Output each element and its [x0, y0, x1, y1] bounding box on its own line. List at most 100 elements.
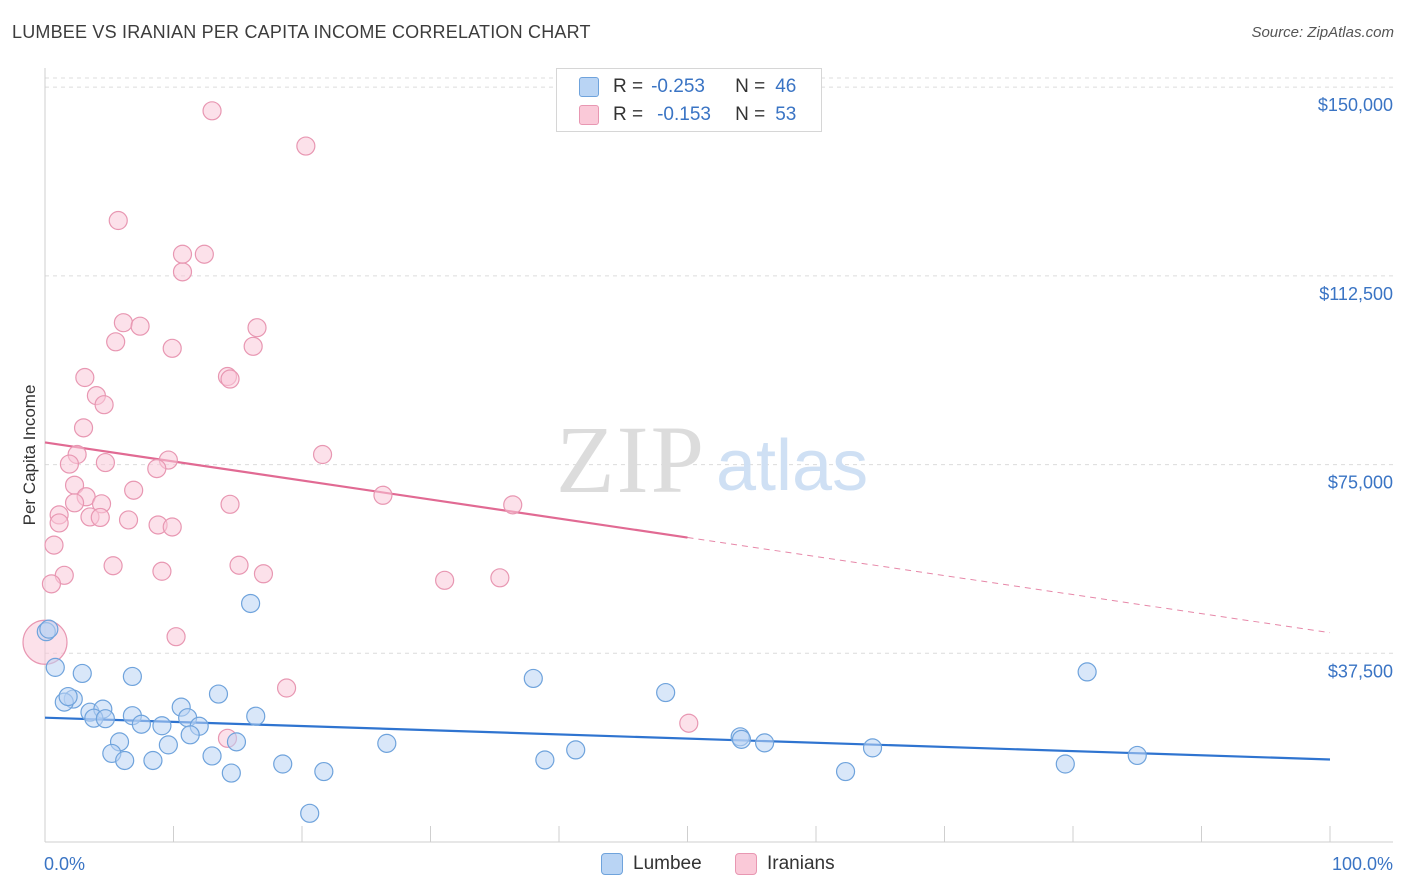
iranians-legend-swatch: [735, 853, 757, 875]
lumbee-point: [835, 761, 856, 782]
iranian-point: [49, 513, 69, 533]
lumbee-legend-label: Lumbee: [633, 853, 702, 874]
iranian-point: [220, 369, 240, 389]
lumbee-point: [862, 738, 883, 758]
iranian-point: [490, 568, 510, 588]
y-tick-label: $112,500: [1319, 284, 1393, 304]
iranian-point: [247, 318, 267, 338]
lumbee-point: [131, 714, 151, 734]
r-label: R =: [613, 104, 644, 125]
lumbee-point: [523, 668, 543, 689]
lumbee-point: [143, 750, 163, 771]
iranian-point: [172, 262, 193, 282]
iranian-point: [73, 418, 94, 438]
iranian-point: [59, 454, 80, 474]
iranian-point: [95, 452, 115, 473]
iranian-point: [276, 678, 297, 698]
iranian-point: [162, 517, 182, 537]
bottom-legend-iranians[interactable]: Iranians: [735, 852, 835, 876]
lumbee-point: [1077, 662, 1097, 682]
lumbee-point: [72, 663, 92, 684]
iranian-point: [253, 564, 274, 584]
lumbee-legend-swatch: [601, 853, 623, 875]
lumbee-point: [122, 666, 142, 687]
lumbee-point: [300, 803, 320, 823]
iranian-point: [103, 556, 123, 576]
iranian-point: [108, 210, 128, 231]
lumbee-points: [36, 593, 1147, 823]
iranian-trend-line: [44, 441, 1331, 634]
watermark-atlas: atlas: [716, 426, 868, 506]
lumbee-n-value: 46: [775, 76, 797, 97]
iranian-point: [124, 480, 144, 500]
iranian-point: [312, 444, 333, 465]
correlation-legend: R = -0.253 N = 46 R = -0.153 N = 53: [556, 68, 822, 132]
iranian-point: [243, 336, 263, 356]
lumbee-point: [656, 682, 676, 703]
iranians-r-value: -0.153: [657, 104, 711, 125]
y-tick-label: $37,500: [1328, 661, 1393, 681]
n-label: N =: [735, 104, 766, 125]
iranian-point: [296, 136, 316, 156]
iranians-n-value: 53: [775, 104, 797, 125]
iranian-point: [162, 338, 182, 358]
lumbee-point: [566, 740, 586, 760]
iranian-point: [166, 627, 186, 647]
iranian-point: [172, 244, 193, 264]
iranian-point: [152, 561, 172, 581]
source-label: Source: ZipAtlas.com: [1251, 24, 1394, 41]
lumbee-point: [208, 684, 229, 704]
iranian-point: [41, 574, 62, 594]
lumbee-point: [226, 732, 247, 752]
iranian-point: [130, 316, 150, 336]
lumbee-swatch: [579, 77, 599, 97]
lumbee-point: [152, 716, 172, 736]
iranian-point: [75, 367, 95, 388]
lumbee-point: [58, 686, 78, 707]
iranian-point: [90, 507, 110, 528]
lumbee-point: [115, 750, 135, 771]
lumbee-point: [202, 746, 222, 766]
iranian-point: [113, 313, 133, 333]
legend-row-lumbee: R = -0.253 N = 46: [579, 74, 796, 100]
lumbee-point: [754, 733, 775, 753]
lumbee-point: [273, 754, 293, 774]
bottom-legend-lumbee[interactable]: Lumbee: [601, 852, 702, 876]
iranian-point: [106, 332, 126, 352]
lumbee-point: [158, 735, 178, 755]
x-tick-labels: 0.0% 100.0%: [44, 854, 1393, 874]
lumbee-point: [535, 750, 555, 770]
x-tick-label-max: 100.0%: [1332, 854, 1393, 874]
lumbee-point: [314, 761, 334, 782]
lumbee-point: [1127, 745, 1147, 766]
iranian-point: [94, 395, 114, 415]
chart-title: LUMBEE VS IRANIAN PER CAPITA INCOME CORR…: [12, 22, 591, 42]
iranian-point: [202, 101, 222, 121]
x-tick-label-min: 0.0%: [44, 854, 85, 874]
lumbee-point: [95, 709, 115, 729]
iranian-point: [229, 555, 249, 575]
lumbee-point: [39, 619, 59, 639]
y-tick-labels: $37,500 $75,000 $112,500 $150,000: [1318, 95, 1393, 681]
n-label: N =: [735, 76, 766, 97]
iranian-point: [503, 495, 523, 515]
iranian-point: [194, 244, 214, 264]
iranians-swatch: [579, 105, 599, 125]
lumbee-point: [246, 706, 266, 726]
legend-row-iranians: R = -0.153 N = 53: [579, 102, 796, 128]
iranian-point: [373, 485, 393, 505]
y-tick-label: $75,000: [1328, 473, 1393, 493]
axes: [44, 68, 1393, 843]
iranian-point: [64, 493, 85, 513]
lumbee-point: [221, 763, 241, 783]
iranian-trend-solid: [44, 441, 688, 539]
iranian-points: [22, 101, 699, 748]
iranian-point: [220, 494, 240, 514]
lumbee-r-value: -0.253: [651, 76, 705, 97]
lumbee-point: [45, 657, 65, 677]
watermark-zip: ZIP: [556, 406, 706, 513]
y-axis-label: Per Capita Income: [20, 385, 39, 526]
lumbee-point: [241, 593, 261, 614]
y-tick-label: $150,000: [1318, 95, 1393, 115]
